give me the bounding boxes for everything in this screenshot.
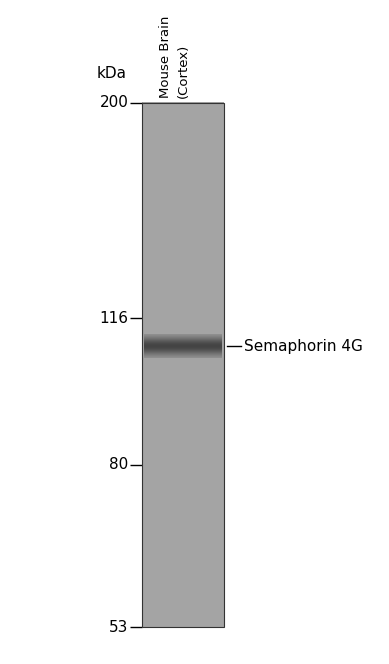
Text: kDa: kDa [96, 66, 126, 80]
Text: 116: 116 [99, 311, 128, 325]
Text: 200: 200 [100, 96, 128, 110]
Text: Semaphorin 4G: Semaphorin 4G [244, 339, 363, 354]
Text: (Cortex): (Cortex) [177, 43, 190, 98]
Text: Mouse Brain: Mouse Brain [159, 15, 172, 98]
Text: 80: 80 [109, 457, 128, 472]
Bar [142, 103, 224, 627]
Text: 53: 53 [109, 620, 128, 635]
